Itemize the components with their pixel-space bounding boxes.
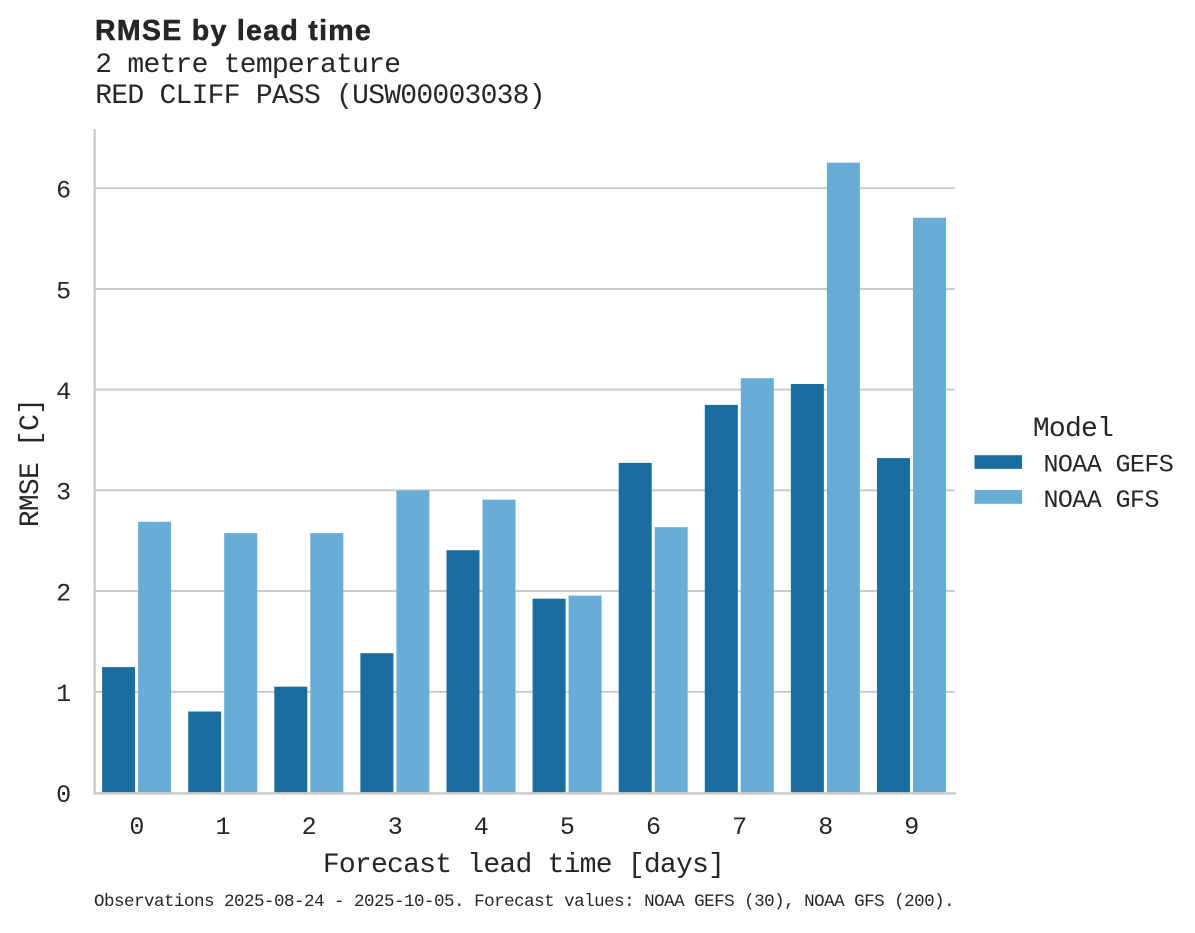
svg-text:7: 7: [732, 813, 746, 842]
svg-text:2: 2: [302, 813, 316, 842]
svg-text:9: 9: [904, 813, 918, 842]
svg-text:1: 1: [56, 680, 70, 709]
svg-text:1: 1: [215, 813, 229, 842]
svg-text:NOAA GEFS: NOAA GEFS: [1044, 451, 1174, 480]
svg-text:Model: Model: [1033, 414, 1113, 445]
svg-text:0: 0: [129, 813, 143, 842]
svg-text:3: 3: [388, 813, 402, 842]
svg-text:5: 5: [56, 277, 70, 306]
svg-text:Observations 2025-08-24 - 2025: Observations 2025-08-24 - 2025-10-05. Fo…: [94, 892, 954, 912]
svg-text:Forecast lead time [days]: Forecast lead time [days]: [323, 850, 724, 881]
svg-text:4: 4: [56, 378, 70, 407]
svg-text:2: 2: [56, 580, 70, 609]
svg-text:NOAA GFS: NOAA GFS: [1044, 486, 1159, 515]
svg-text:2 metre temperature: 2 metre temperature: [95, 50, 400, 81]
svg-text:RMSE by lead time: RMSE by lead time: [95, 15, 372, 47]
svg-text:4: 4: [474, 813, 488, 842]
svg-text:3: 3: [56, 479, 70, 508]
svg-text:5: 5: [560, 813, 574, 842]
svg-text:6: 6: [56, 177, 70, 206]
svg-text:8: 8: [818, 813, 832, 842]
svg-text:6: 6: [646, 813, 660, 842]
svg-text:RMSE [C]: RMSE [C]: [16, 399, 47, 527]
svg-text:RED CLIFF PASS (USW00003038): RED CLIFF PASS (USW00003038): [95, 81, 544, 112]
svg-text:0: 0: [56, 781, 70, 810]
